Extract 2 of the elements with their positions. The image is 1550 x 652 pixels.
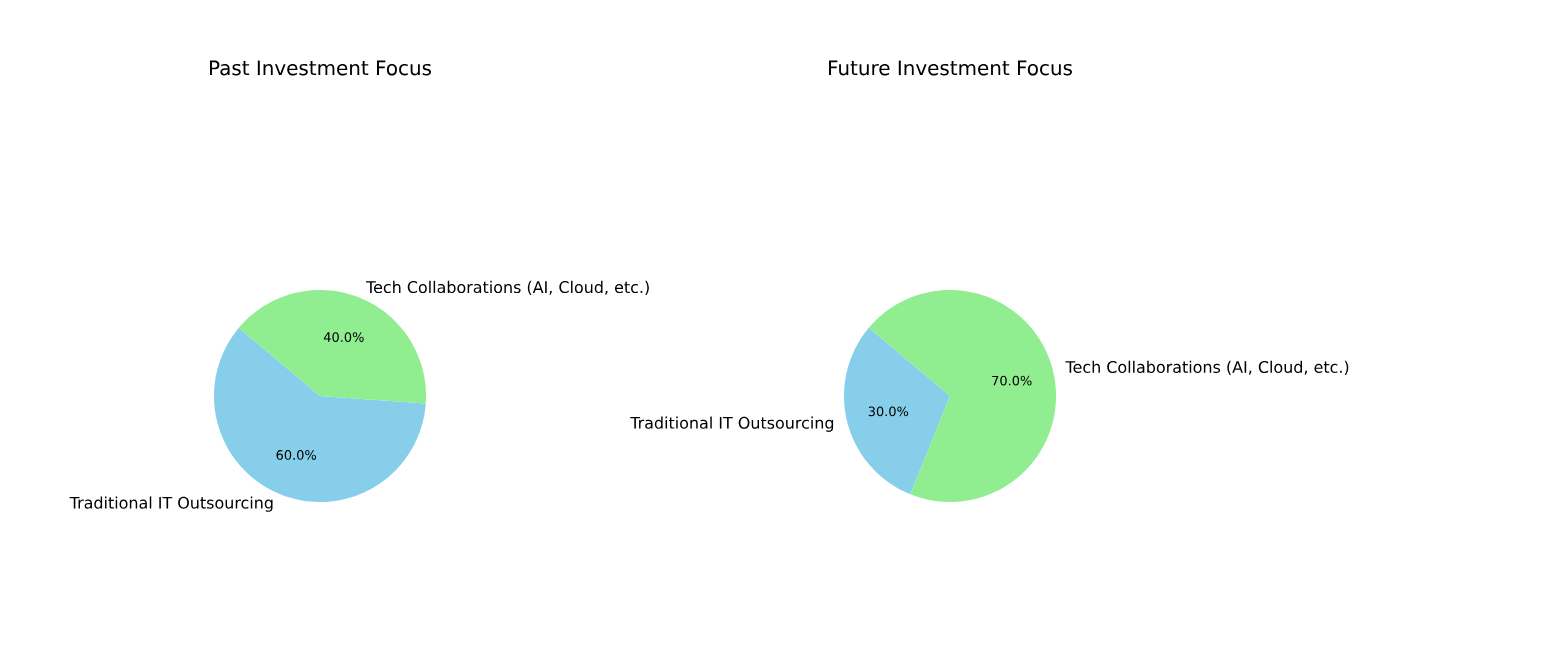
chart-title: Future Investment Focus	[829, 60, 1072, 76]
chart-title: Past Investment Focus	[209, 60, 432, 76]
